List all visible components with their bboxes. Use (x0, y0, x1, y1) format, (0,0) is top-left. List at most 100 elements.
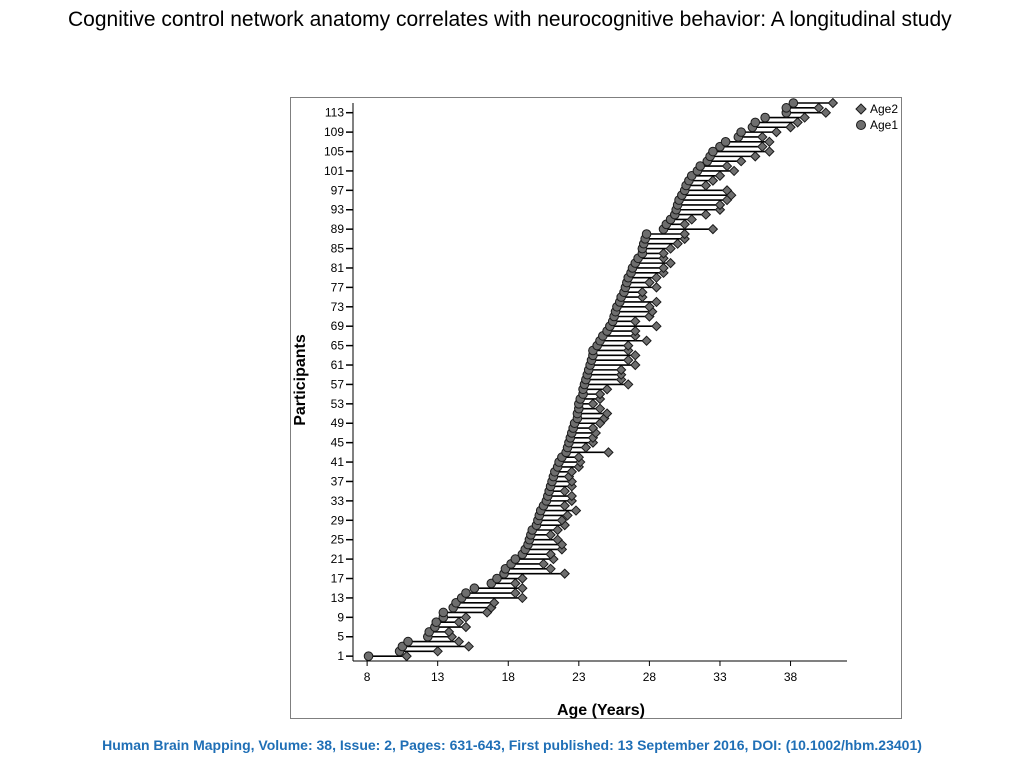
age2-point (545, 529, 556, 541)
y-tick-label: 49 (331, 416, 345, 430)
age2-point (672, 238, 683, 249)
age2-point (651, 320, 662, 332)
participant-pair (461, 587, 521, 599)
age1-point (720, 137, 731, 147)
age1-point (492, 573, 502, 584)
x-tick-label: 8 (364, 670, 371, 684)
page-title: Cognitive control network anatomy correl… (68, 8, 952, 31)
age2-point (630, 325, 641, 337)
age2-point (453, 616, 465, 628)
legend-age2-marker (855, 103, 867, 115)
y-tick-label: 37 (331, 474, 345, 488)
age1-point (788, 98, 799, 108)
participant-pair (661, 219, 690, 230)
participant-pair (363, 650, 412, 662)
x-tick-label: 18 (502, 670, 516, 684)
participant-pair (720, 136, 775, 148)
y-tick-label: 93 (331, 203, 345, 217)
age2-point (463, 641, 474, 652)
y-tick-label: 77 (331, 280, 345, 294)
age2-point (562, 510, 573, 521)
age1-point (708, 146, 718, 157)
participant-pair (431, 616, 465, 628)
y-tick-label: 45 (331, 436, 345, 450)
age2-point (658, 262, 669, 274)
y-tick-label: 57 (331, 377, 345, 391)
y-tick-label: 53 (331, 397, 345, 411)
age2-point (714, 199, 726, 211)
participant-pair (623, 272, 662, 283)
participant-pair (569, 418, 606, 429)
participant-pair (708, 146, 775, 157)
participant-pair (531, 519, 570, 531)
participant-pair (781, 102, 824, 114)
age2-point (827, 98, 839, 109)
age2-point (707, 175, 719, 186)
age2-point (594, 388, 606, 400)
age2-point (630, 350, 641, 361)
age1-point (431, 617, 442, 627)
age2-point (623, 340, 634, 351)
age1-point (438, 607, 449, 618)
participant-pair (605, 320, 662, 332)
age2-point (735, 156, 747, 167)
age2-point (545, 549, 556, 560)
age2-point (603, 447, 614, 458)
y-tick-label: 101 (324, 164, 344, 178)
participant-pair (500, 563, 556, 575)
age2-point (559, 500, 570, 511)
age2-point (721, 185, 733, 196)
age2-point (552, 524, 563, 536)
age2-point (517, 592, 528, 604)
x-axis-title: Age (Years) (557, 702, 645, 719)
x-tick-label: 13 (431, 670, 445, 684)
age1-point (641, 229, 652, 239)
participant-pair (760, 112, 810, 123)
age1-point (510, 554, 521, 564)
age1-point (461, 588, 471, 598)
age2-point (623, 354, 634, 366)
y-tick-label: 33 (331, 494, 345, 508)
y-tick-label: 21 (331, 552, 345, 566)
age2-point (580, 442, 592, 453)
age2-point (651, 282, 662, 293)
participant-pair (499, 568, 570, 579)
age2-point (707, 223, 719, 235)
age2-point (757, 141, 768, 152)
y-tick-label: 29 (331, 513, 345, 527)
participant-pair (736, 126, 782, 138)
age2-point (566, 466, 577, 477)
age1-point (736, 127, 746, 137)
age2-point (792, 117, 803, 128)
participant-pair (630, 257, 676, 269)
y-tick-label: 69 (331, 319, 345, 333)
y-tick-label: 13 (331, 591, 345, 605)
age2-point (570, 505, 582, 516)
age1-point (750, 117, 761, 128)
age2-point (432, 646, 443, 657)
age2-point (615, 364, 627, 376)
y-tick-label: 5 (337, 630, 344, 644)
age1-point (781, 103, 792, 113)
age2-point (623, 379, 634, 390)
participant-pair (658, 223, 719, 235)
y-tick-label: 81 (331, 261, 345, 275)
participant-pair (695, 160, 733, 172)
age2-point (679, 219, 690, 230)
age2-point (556, 515, 568, 526)
age2-point (559, 568, 570, 579)
age2-point (510, 578, 521, 589)
y-tick-label: 109 (324, 125, 344, 139)
age2-point (460, 621, 472, 633)
participant-pair (750, 117, 803, 128)
y-axis-title: Participants (292, 334, 309, 426)
legend-age1-label: Age1 (870, 118, 898, 132)
age2-point (644, 277, 655, 288)
age2-point (545, 563, 556, 575)
y-tick-label: 89 (331, 222, 345, 236)
age2-point (510, 587, 521, 599)
citation: Human Brain Mapping, Volume: 38, Issue: … (102, 737, 922, 753)
participant-pair (534, 510, 573, 521)
participant-pair (550, 466, 577, 477)
age2-point (714, 170, 726, 181)
